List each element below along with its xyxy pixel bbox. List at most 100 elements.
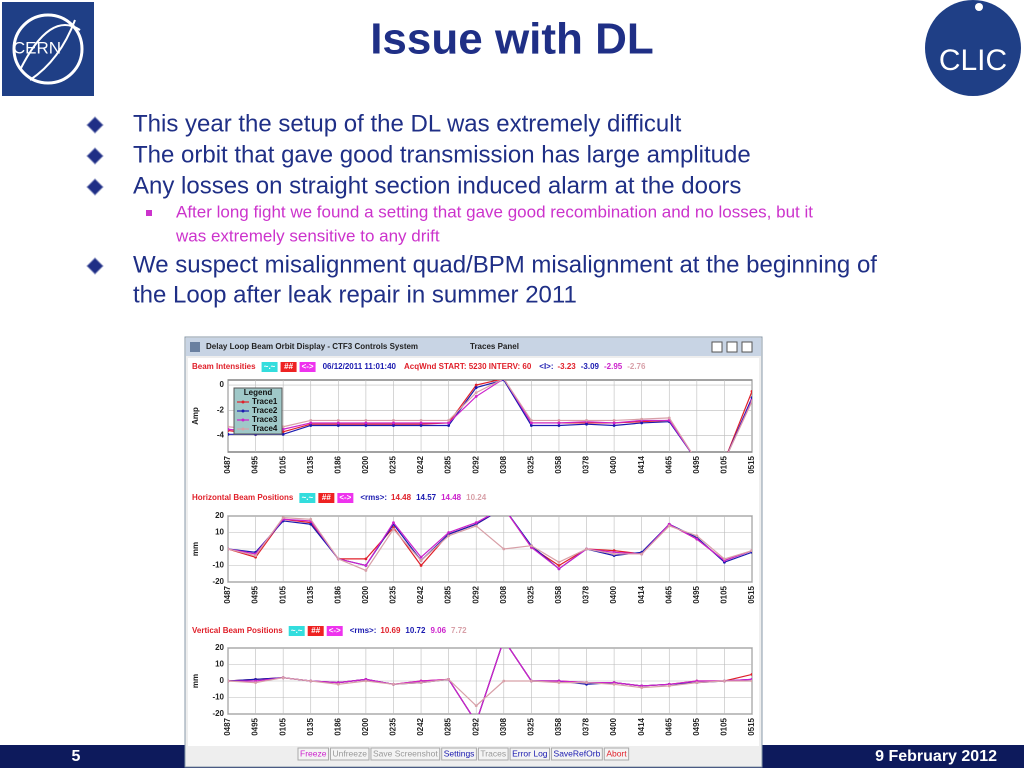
- window-button-label[interactable]: Freeze: [300, 748, 327, 758]
- trace-point: [585, 419, 588, 422]
- x-tick-label: 0414: [637, 585, 646, 603]
- trace-point: [309, 517, 313, 521]
- stat-value: -3.23: [558, 362, 577, 371]
- stat-value: 14.48: [441, 493, 462, 502]
- window-button[interactable]: [441, 747, 477, 761]
- x-tick-label: 0400: [609, 585, 618, 603]
- panel-title: Horizontal Beam Positions: [192, 493, 294, 502]
- trace-point: [281, 516, 285, 520]
- window-button-label[interactable]: SaveRefOrb: [554, 748, 601, 758]
- trace-point: [723, 557, 726, 561]
- window-button-label[interactable]: Traces: [480, 748, 506, 758]
- x-tick-label: 0105: [720, 717, 729, 735]
- trace-point: [503, 380, 505, 381]
- trace-point: [750, 549, 752, 553]
- window-button: [726, 341, 738, 353]
- trace-line: [228, 380, 752, 452]
- panel-control-label: <->: [329, 626, 341, 635]
- trace-point: [723, 679, 726, 683]
- x-tick-label: 0242: [416, 585, 425, 603]
- bullet-text: We suspect misalignment quad/BPM misalig…: [133, 251, 877, 278]
- x-tick-label: 0235: [389, 585, 398, 603]
- x-tick-label: 0242: [416, 455, 425, 473]
- trace-line: [228, 380, 752, 452]
- trace-point: [502, 679, 506, 683]
- window-button-label[interactable]: Unfreeze: [332, 748, 367, 758]
- window-button-label[interactable]: Abort: [606, 748, 627, 758]
- window-button[interactable]: [329, 747, 370, 761]
- window-button[interactable]: [551, 747, 603, 761]
- stat-value: -2.76: [627, 362, 646, 371]
- stat-value: -2.95: [604, 362, 623, 371]
- trace-point: [750, 400, 752, 403]
- legend-label: Trace3: [252, 415, 278, 424]
- window-button-label[interactable]: Error Log: [512, 748, 548, 758]
- window-button-label[interactable]: Save Screenshot: [373, 748, 438, 758]
- x-tick-label: 0487: [223, 717, 232, 735]
- trace-point: [419, 559, 423, 562]
- stat-value: 9.06: [430, 626, 446, 635]
- panel-info: 06/12/2011 11:01:40: [323, 362, 397, 371]
- slide-title: Issue with DL: [370, 15, 654, 64]
- panel-title: Vertical Beam Positions: [192, 626, 283, 635]
- x-tick-label: 0135: [306, 585, 315, 603]
- legend-label: Trace2: [252, 406, 278, 415]
- x-tick-label: 0358: [554, 585, 563, 603]
- window-panel-title: Traces Panel: [470, 342, 519, 351]
- trace-point: [392, 682, 395, 686]
- trace-point: [557, 564, 561, 567]
- panel-control-label: ##: [284, 362, 293, 371]
- cern-logo-lines: [19, 19, 81, 81]
- window-button[interactable]: [477, 747, 509, 761]
- trace-point: [529, 544, 533, 548]
- x-tick-label: 0358: [554, 717, 563, 735]
- y-tick-label: -4: [217, 431, 225, 440]
- trace-point: [750, 396, 752, 400]
- x-tick-label: 0378: [582, 717, 591, 735]
- window-button[interactable]: [297, 747, 329, 761]
- legend-marker: [241, 427, 245, 431]
- x-tick-label: 0285: [444, 455, 453, 473]
- panel-control: [307, 626, 324, 636]
- trace-point: [419, 555, 423, 559]
- legend-label: Trace4: [252, 424, 278, 433]
- bullet-text: The orbit that gave good transmission ha…: [133, 141, 751, 168]
- y-axis-label: mm: [191, 542, 200, 556]
- trace-point: [750, 673, 752, 676]
- trace-point: [364, 421, 368, 425]
- clic-logo-text: CLIC: [939, 44, 1007, 77]
- stat-value: 14.57: [416, 493, 437, 502]
- legend-marker: [241, 400, 245, 404]
- trace-point: [474, 386, 478, 389]
- trace-point: [695, 681, 699, 685]
- x-tick-label: 0200: [361, 455, 370, 473]
- trace-point: [309, 421, 313, 425]
- panel-control-label: ##: [322, 493, 331, 502]
- window-button-label[interactable]: Settings: [444, 748, 475, 758]
- trace-point: [336, 682, 340, 686]
- traces: [228, 516, 752, 572]
- trace-point: [336, 424, 340, 427]
- x-tick-label: 0465: [664, 717, 673, 735]
- trace-point: [336, 419, 340, 422]
- x-tick-label: 0495: [251, 585, 260, 603]
- panel-title: Beam Intensities: [192, 362, 256, 371]
- trace-point: [419, 681, 423, 685]
- window-title: Delay Loop Beam Orbit Display - CTF3 Con…: [206, 342, 418, 351]
- x-tick-label: 0325: [526, 717, 535, 735]
- window-button[interactable]: [603, 747, 630, 761]
- window-button[interactable]: [509, 747, 551, 761]
- trace-point: [557, 424, 561, 427]
- x-tick-label: 0308: [499, 585, 508, 603]
- trace-point: [502, 547, 506, 551]
- footer-date: 9 February 2012: [875, 748, 997, 765]
- x-tick-label: 0378: [582, 585, 591, 603]
- window-button[interactable]: [370, 747, 441, 761]
- trace-point: [254, 681, 257, 685]
- x-tick-label: 0135: [306, 717, 315, 735]
- page-number: 5: [72, 748, 81, 765]
- trace-point: [364, 679, 368, 683]
- window-titlebar: [186, 338, 761, 356]
- stat-value: 10.72: [405, 626, 426, 635]
- trace-point: [364, 419, 368, 422]
